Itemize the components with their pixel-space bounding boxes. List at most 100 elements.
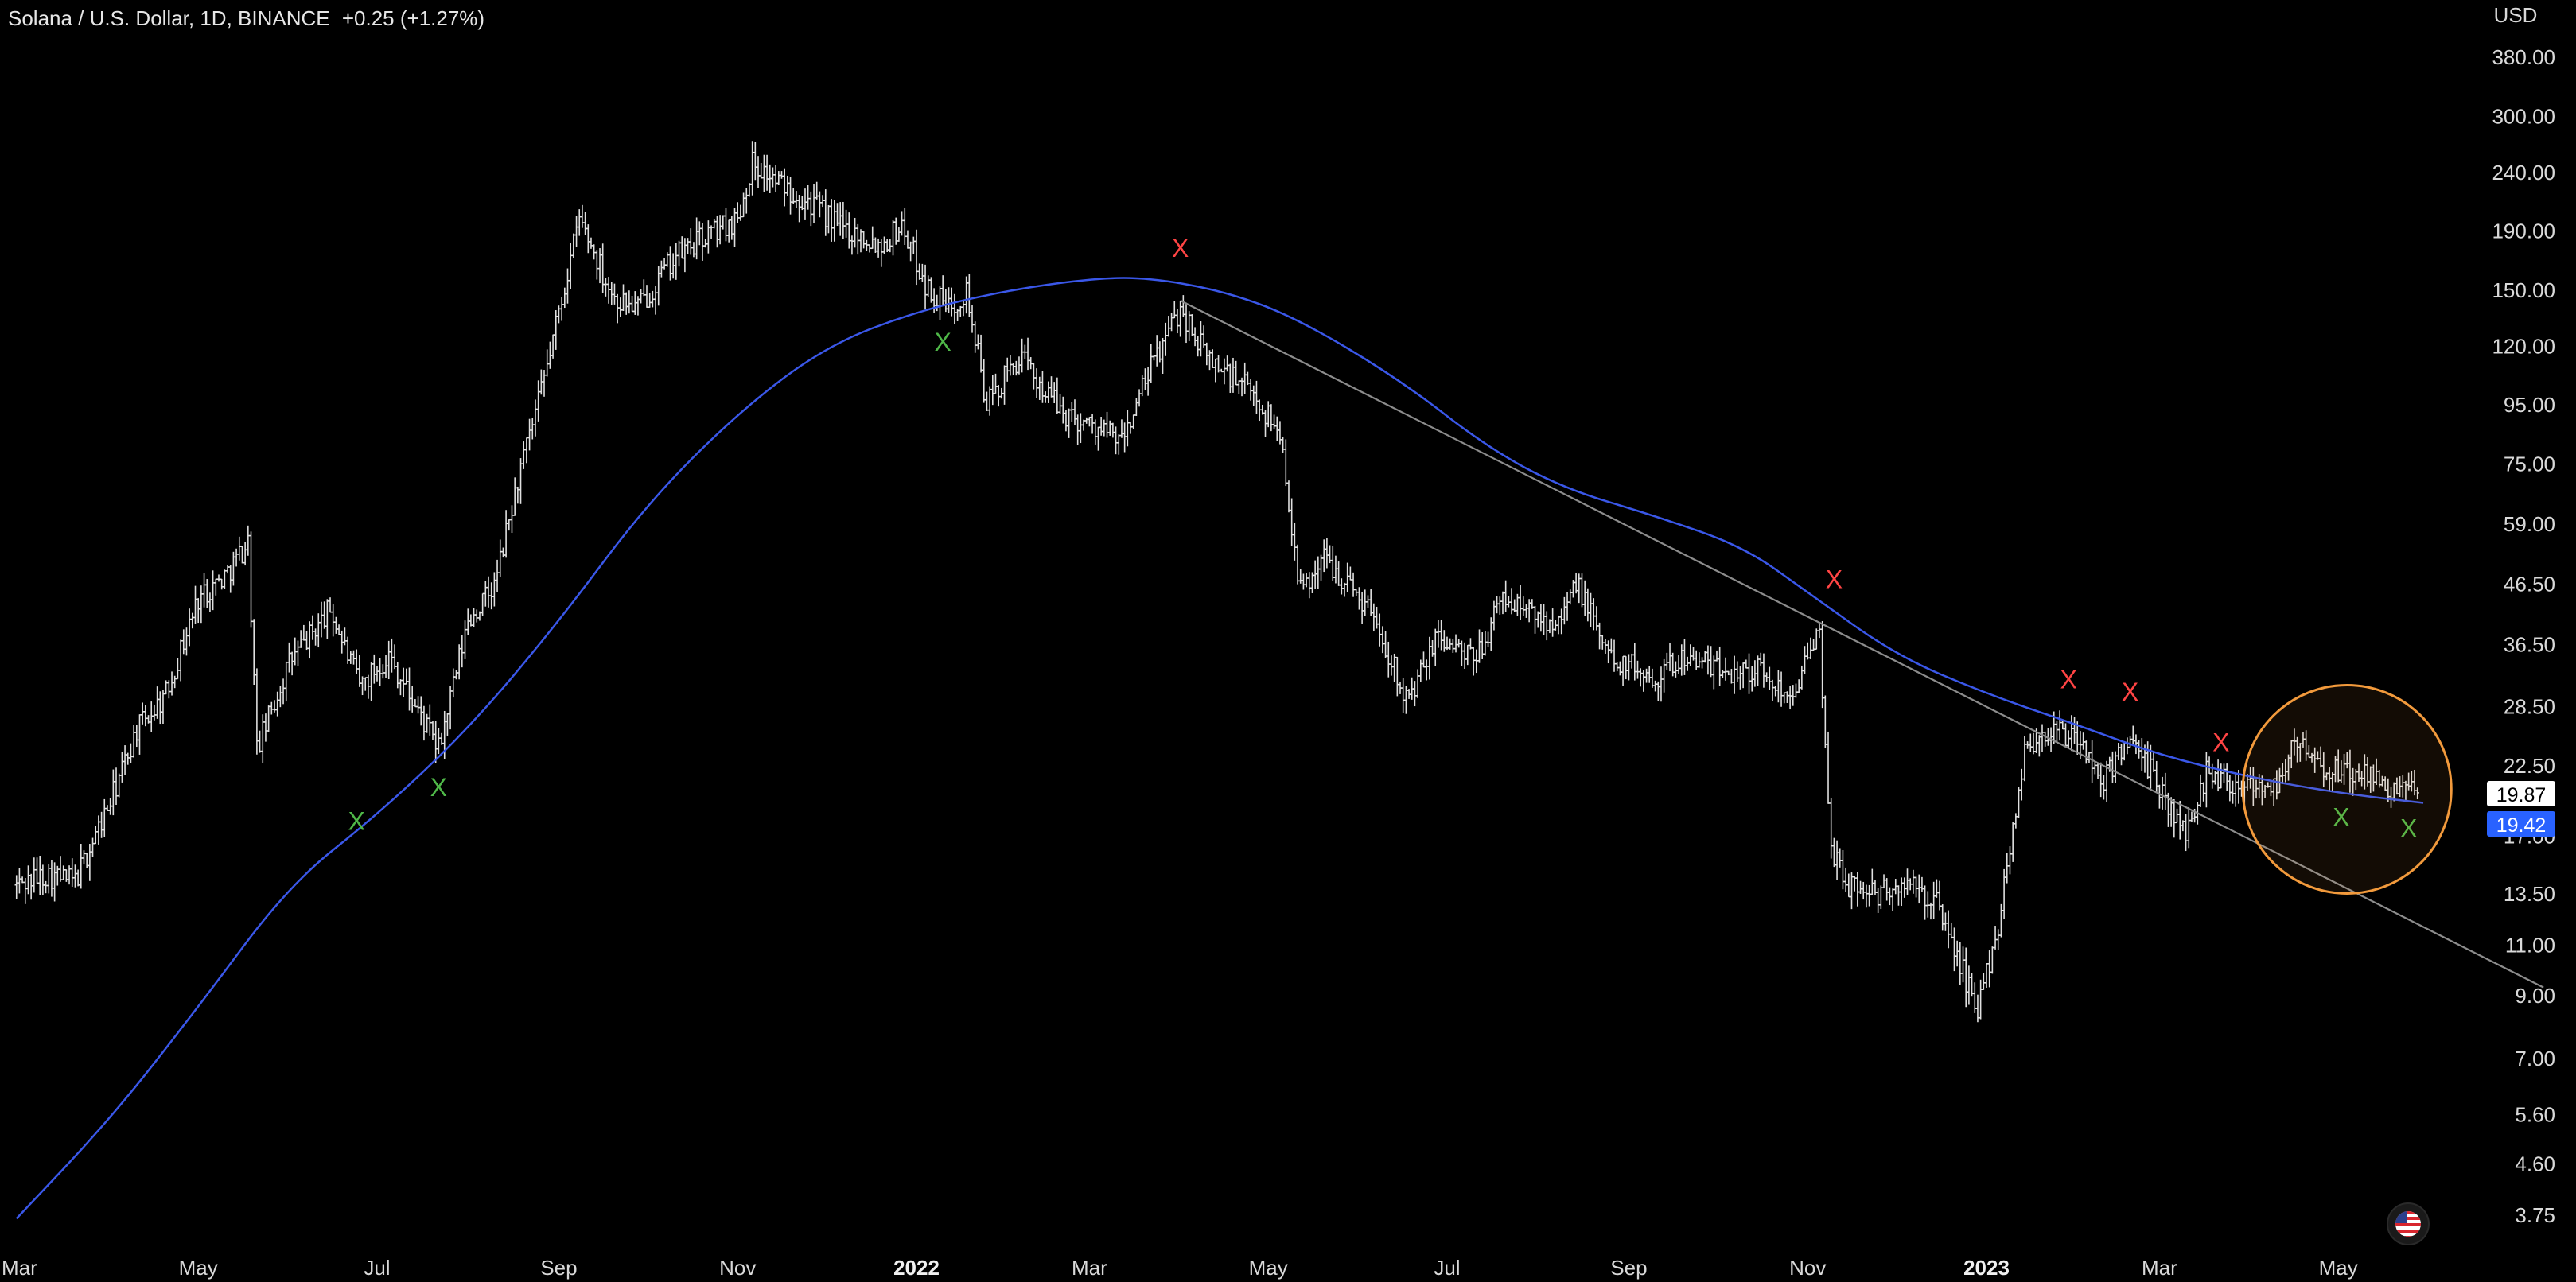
ohlc-bar [2234,773,2238,807]
ohlc-bar [1348,566,1352,581]
ohlc-bar [912,236,916,254]
ohlc-bar [1243,362,1247,394]
ohlc-bar [703,239,707,248]
ohlc-bar [1867,884,1871,907]
ohlc-bar [176,658,180,680]
ohlc-bar [1885,878,1889,901]
ohlc-bar [1201,325,1206,348]
ohlc-bar [1439,620,1443,651]
ohlc-bar [847,212,851,249]
ohlc-bar [152,704,157,721]
ohlc-bar [1029,357,1033,370]
ohlc-bar [399,679,403,696]
ohlc-bar [185,627,189,656]
ohlc-bar [522,441,526,469]
ohlc-bar [691,242,696,258]
ohlc-bar [1624,655,1628,680]
time-tick-label: May [179,1256,218,1280]
ohlc-bar [313,628,317,646]
price-tick-label: 13.50 [2504,882,2555,906]
ohlc-bar [1741,662,1745,689]
ohlc-bar [589,237,593,249]
ohlc-bar [794,191,799,208]
ohlc-bar [829,199,834,242]
signal-marker: X [2400,814,2417,843]
ohlc-bar [677,240,681,267]
ohlc-bar [909,241,912,262]
ohlc-bar [882,236,886,254]
ohlc-bar [562,287,567,309]
ohlc-bar [571,233,576,258]
ohlc-bar [1272,414,1276,429]
ohlc-bar [1542,604,1546,635]
ohlc-bar [905,230,910,249]
ohlc-bar [354,649,359,674]
price-axis-unit: USD [2494,3,2538,27]
ohlc-bar [334,616,338,634]
ohlc-bar [858,229,863,253]
ohlc-bar [2231,780,2235,804]
descending-trendline[interactable] [1180,299,2544,989]
ohlc-bar [357,655,362,687]
time-tick-label: May [1249,1256,1288,1280]
ohlc-bar [23,878,27,904]
ohlc-bar [756,156,761,188]
ohlc-bar [738,204,743,221]
ohlc-bar [1641,670,1646,692]
ohlc-bar [1858,880,1862,894]
ohlc-bar [2216,759,2220,792]
ohlc-bar [2134,734,2138,755]
ohlc-bar [14,875,18,899]
ohlc-bar [228,565,232,593]
ohlc-bar [2111,751,2115,783]
ohlc-bar [76,869,80,887]
ohlc-bar [267,705,270,732]
price-tick-label: 5.60 [2515,1103,2555,1127]
time-tick-label: Sep [540,1256,577,1280]
ohlc-bar [773,165,778,193]
us-flag-icon[interactable] [2387,1202,2430,1245]
ohlc-bar [1823,695,1827,748]
price-tick-label: 3.75 [2515,1203,2555,1227]
ohlc-bar [519,458,523,504]
ohlc-bar [1032,363,1036,390]
ohlc-bar [419,696,423,726]
ohlc-bar [597,248,602,284]
highlight-circle[interactable] [2241,683,2453,895]
ohlc-bar [208,592,212,612]
ohlc-bar [1322,539,1326,573]
ohlc-bar [2057,710,2062,741]
ohlc-bar [457,644,461,680]
ohlc-bar [771,167,775,188]
price-axis[interactable]: USD 380.00 300.00 240.00 190.00 150.00 120.00… [2492,3,2555,1227]
ohlc-bar [1559,608,1563,635]
ohlc-bar [1864,884,1869,908]
price-tick-label: 95.00 [2504,393,2555,417]
ohlc-bar [1855,872,1860,907]
signal-marker: X [2122,678,2138,706]
ohlc-bar [1890,888,1895,911]
ohlc-bar [216,574,221,582]
ohlc-bar [618,297,623,317]
ohlc-bar [407,667,411,711]
ohlc-bar [255,668,259,755]
ohlc-bar [1794,683,1798,698]
ohlc-bar [1776,670,1780,703]
ohlc-bar [1539,604,1543,632]
time-axis[interactable]: Mar May Jul Sep Nov 2022 Mar May Jul Sep Nov 2023 Ma… [2,1256,2358,1280]
ohlc-bar [369,662,373,701]
ohlc-bar [1058,394,1062,415]
ohlc-bar [1582,580,1587,616]
ohlc-bar [1295,544,1300,585]
ohlc-bar [390,638,394,673]
price-change: +0.25 (+1.27%) [341,6,485,30]
ohlc-bar [1993,926,1998,950]
ohlc-bar [123,745,127,775]
symbol-legend[interactable]: Solana / U.S. Dollar, 1D, BINANCE +0.25 … [8,6,484,31]
ohlc-bar [1958,942,1963,985]
ohlc-bar [134,725,139,748]
ohlc-bar [1982,973,1986,990]
ohlc-bar [1832,837,1836,868]
ohlc-bar [785,175,790,196]
